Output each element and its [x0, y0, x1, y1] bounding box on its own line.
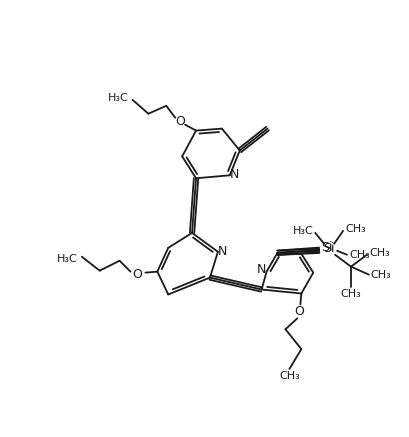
- Text: H₃C: H₃C: [292, 226, 312, 236]
- Text: N: N: [218, 245, 227, 258]
- Text: H₃C: H₃C: [57, 254, 78, 264]
- Text: N: N: [229, 168, 239, 181]
- Text: O: O: [294, 305, 303, 318]
- Text: CH₃: CH₃: [370, 270, 391, 280]
- Text: H₃C: H₃C: [108, 93, 128, 103]
- Text: CH₃: CH₃: [279, 371, 299, 381]
- Text: O: O: [175, 115, 184, 128]
- Text: CH₃: CH₃: [340, 288, 360, 298]
- Text: N: N: [256, 263, 266, 276]
- Text: Si: Si: [323, 242, 334, 255]
- Text: CH₃: CH₃: [344, 224, 365, 234]
- Text: CH₃: CH₃: [348, 250, 369, 260]
- Text: Si: Si: [321, 241, 332, 254]
- Text: CH₃: CH₃: [368, 248, 389, 258]
- Text: O: O: [132, 268, 142, 281]
